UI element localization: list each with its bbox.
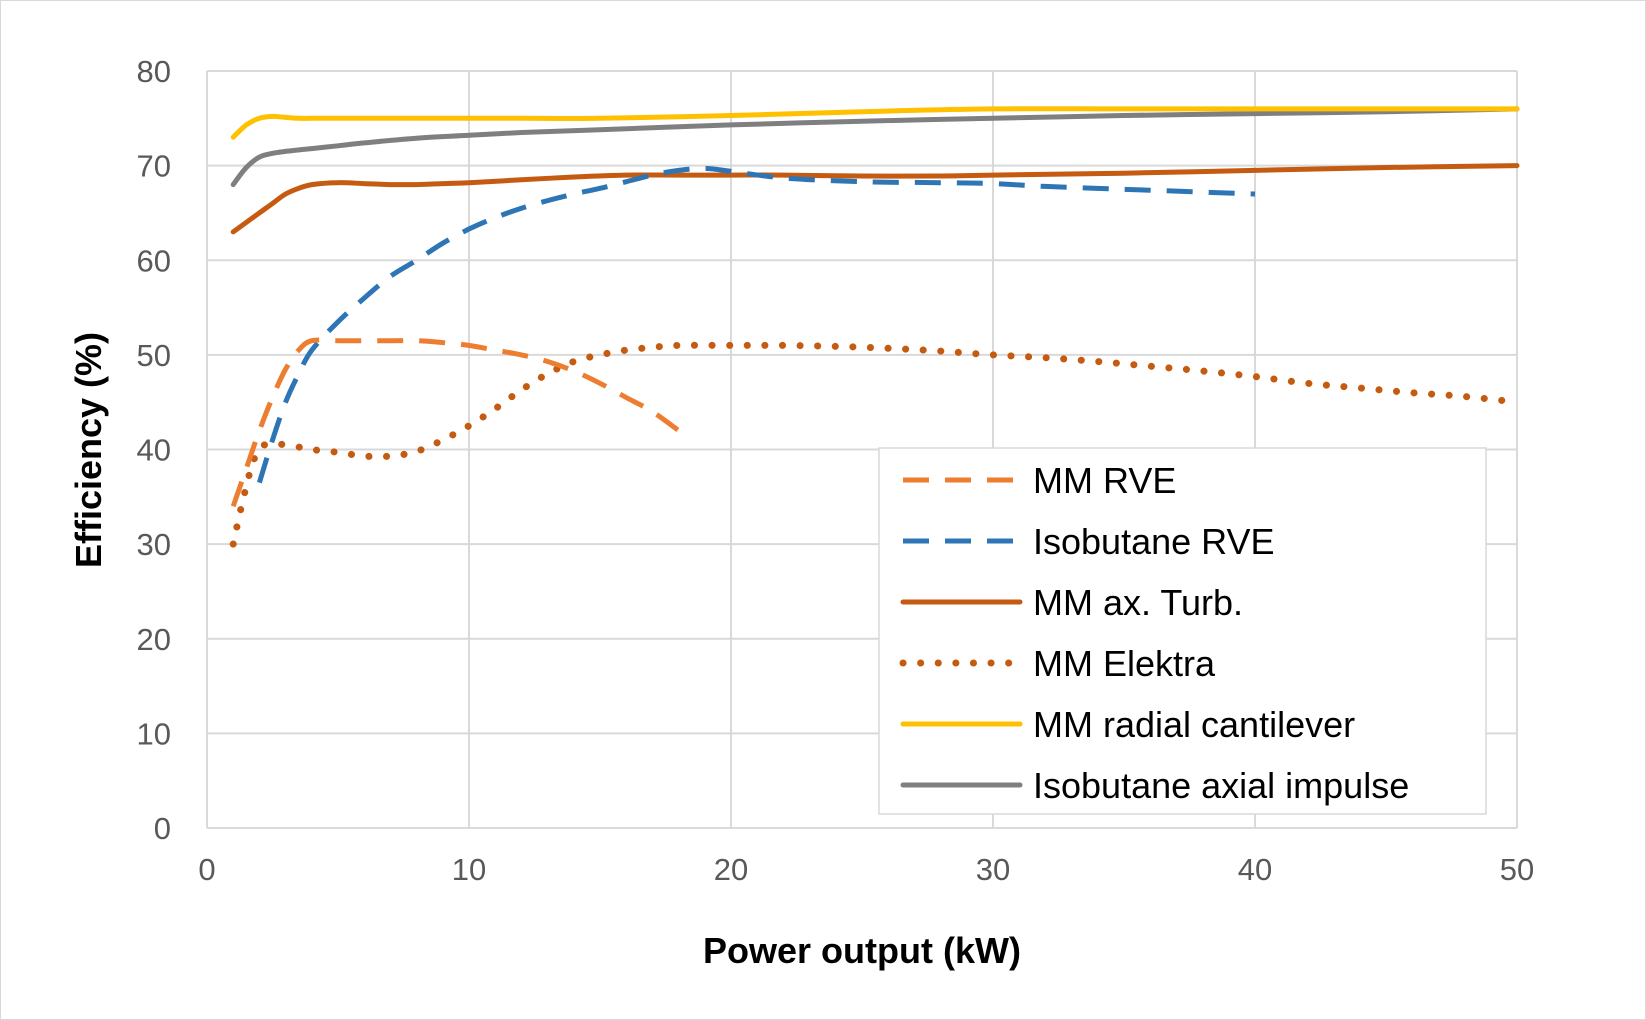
y-tick-label: 50 — [137, 338, 171, 373]
legend-label: MM radial cantilever — [1033, 704, 1355, 745]
series-line-mm-elektra — [229, 341, 1521, 548]
y-tick-label: 30 — [137, 527, 171, 562]
series-layer — [229, 106, 1521, 548]
y-axis-title: Efficiency (%) — [68, 332, 109, 568]
series-line-mm-rve — [230, 337, 681, 508]
x-tick-label: 50 — [1500, 852, 1534, 887]
x-tick-label: 10 — [452, 852, 486, 887]
x-tick-label: 20 — [714, 852, 748, 887]
y-tick-label: 20 — [137, 622, 171, 657]
legend-label: Isobutane axial impulse — [1033, 765, 1409, 806]
x-axis-title: Power output (kW) — [703, 930, 1021, 971]
legend-label: MM ax. Turb. — [1033, 582, 1243, 623]
x-tick-label: 40 — [1238, 852, 1272, 887]
series-line-isobutane-rve — [257, 165, 1256, 484]
legend-box — [878, 447, 1487, 815]
legend-label: MM RVE — [1033, 460, 1176, 501]
y-tick-label: 40 — [137, 433, 171, 468]
x-tick-label: 0 — [198, 852, 215, 887]
series-line-mm-radial-cantilever — [230, 106, 1520, 140]
series-line-mm-ax-turb — [230, 163, 1520, 235]
grid-layer — [206, 70, 1518, 829]
x-tick-label: 30 — [976, 852, 1010, 887]
legend-label: MM Elektra — [1033, 643, 1216, 684]
y-tick-label: 80 — [137, 54, 171, 89]
y-tick-label: 10 — [137, 716, 171, 751]
y-tick-label: 70 — [137, 149, 171, 184]
y-tick-label: 0 — [154, 811, 171, 846]
legend: MM RVE Isobutane RVE MM ax. Turb. MM Elektr… — [878, 447, 1487, 815]
tick-labels: 0 10 20 30 40 50 60 70 80 0 10 20 30 40 50 — [137, 54, 1535, 887]
series-line-isobutane-axial-impulse — [230, 106, 1520, 188]
y-tick-label: 60 — [137, 243, 171, 278]
legend-label: Isobutane RVE — [1033, 521, 1275, 562]
